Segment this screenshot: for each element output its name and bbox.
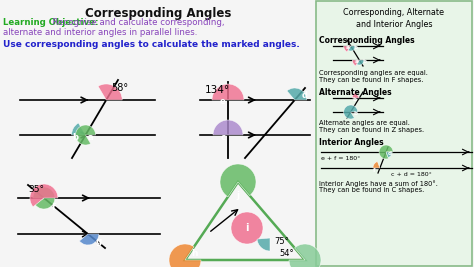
Text: 75°: 75° (274, 238, 289, 246)
Text: h: h (192, 249, 198, 258)
Text: Interior Angles have a sum of 180°.: Interior Angles have a sum of 180°. (319, 180, 438, 187)
Wedge shape (344, 46, 351, 52)
Text: Corresponding, Alternate
and Interior Angles: Corresponding, Alternate and Interior An… (344, 8, 445, 29)
Text: 35°: 35° (28, 184, 44, 194)
Text: Corresponding Angles: Corresponding Angles (319, 36, 415, 45)
Text: 54°: 54° (280, 249, 294, 258)
Wedge shape (373, 162, 380, 168)
Text: b: b (354, 111, 358, 116)
Text: They can be found in C shapes.: They can be found in C shapes. (319, 187, 424, 193)
Text: Use corresponding angles to calculate the marked angles.: Use corresponding angles to calculate th… (3, 40, 300, 49)
Text: 58°: 58° (111, 83, 128, 93)
Wedge shape (33, 187, 55, 209)
Text: g: g (96, 238, 102, 246)
Text: a: a (88, 132, 93, 142)
Text: b: b (354, 45, 358, 50)
Wedge shape (348, 46, 356, 51)
Text: b: b (352, 97, 356, 102)
Wedge shape (98, 84, 122, 100)
Text: They can be found in Z shapes.: They can be found in Z shapes. (319, 127, 424, 133)
Text: Corresponding angles are equal.: Corresponding angles are equal. (319, 70, 428, 76)
FancyBboxPatch shape (316, 1, 472, 266)
Wedge shape (344, 105, 358, 119)
Text: d: d (388, 151, 392, 156)
Text: f: f (52, 203, 56, 213)
Text: Alternate angles are equal.: Alternate angles are equal. (319, 120, 410, 126)
Text: c + d = 180°: c + d = 180° (391, 172, 432, 177)
Text: b: b (362, 59, 366, 64)
Text: e: e (220, 97, 226, 107)
Wedge shape (75, 125, 96, 145)
Text: b: b (73, 132, 79, 142)
Wedge shape (30, 184, 58, 207)
Text: 134°: 134° (205, 85, 230, 95)
Text: i: i (245, 223, 249, 233)
Wedge shape (213, 120, 243, 135)
Text: Interior Angles: Interior Angles (319, 138, 383, 147)
Wedge shape (257, 238, 270, 251)
Text: alternate and interior angles in parallel lines.: alternate and interior angles in paralle… (3, 28, 197, 37)
Text: Alternate Angles: Alternate Angles (319, 88, 392, 97)
Wedge shape (352, 92, 359, 98)
Wedge shape (386, 152, 392, 158)
Text: Recognise and calculate corresponding,: Recognise and calculate corresponding, (3, 18, 225, 27)
Wedge shape (231, 212, 263, 244)
Text: d: d (302, 92, 308, 100)
Wedge shape (379, 145, 393, 159)
Text: They can be found in F shapes.: They can be found in F shapes. (319, 77, 423, 83)
Text: Corresponding Angles: Corresponding Angles (85, 7, 231, 20)
Text: a: a (346, 45, 349, 50)
Wedge shape (169, 244, 201, 267)
Wedge shape (289, 244, 321, 267)
Wedge shape (72, 123, 86, 135)
Wedge shape (357, 60, 365, 65)
Text: a: a (355, 59, 358, 64)
Wedge shape (79, 234, 99, 245)
Wedge shape (287, 88, 307, 100)
Text: e + f = 180°: e + f = 180° (321, 156, 360, 161)
Text: j: j (237, 191, 239, 201)
Text: f: f (373, 168, 375, 173)
Text: c: c (220, 132, 226, 142)
Text: Learning Objective:: Learning Objective: (3, 18, 99, 27)
Wedge shape (212, 84, 244, 100)
Wedge shape (220, 164, 256, 197)
Wedge shape (352, 60, 359, 66)
